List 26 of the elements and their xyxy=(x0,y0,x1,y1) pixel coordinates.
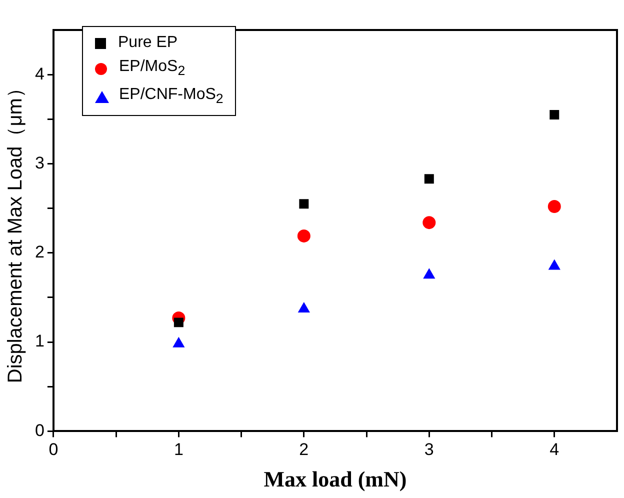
legend-label: Pure EP xyxy=(118,33,178,53)
point xyxy=(298,302,310,313)
x-axis-title: Max load (mN) xyxy=(264,466,407,492)
x-tick-label: 2 xyxy=(299,440,309,460)
x-tick-label: 4 xyxy=(550,440,560,460)
legend-label: EP/MoS$_{2}$ xyxy=(119,57,186,80)
x-tick-label: 1 xyxy=(174,440,184,460)
point xyxy=(299,199,309,209)
y-tick-label: 3 xyxy=(34,153,44,172)
y-tick-label: 2 xyxy=(34,242,44,262)
point xyxy=(297,229,310,242)
x-tick-label: 0 xyxy=(48,440,58,460)
point xyxy=(174,318,184,328)
y-tick-label: 4 xyxy=(34,64,44,84)
point xyxy=(422,216,436,230)
point xyxy=(423,268,435,279)
y-axis-title: Displacement at Max Load（μm） xyxy=(4,78,27,384)
x-tick-label: 3 xyxy=(424,440,434,460)
legend-label: EP/CNF-MoS$_{2}$ xyxy=(119,85,224,108)
y-tick-label: 1 xyxy=(34,332,44,351)
point xyxy=(172,337,184,348)
point xyxy=(424,174,434,184)
y-tick-label: 0 xyxy=(34,420,44,440)
point xyxy=(550,110,560,120)
point xyxy=(548,200,561,214)
point xyxy=(548,260,560,270)
